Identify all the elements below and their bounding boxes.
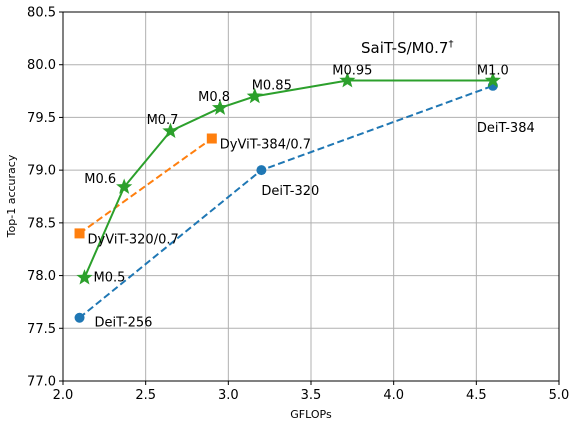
data-point-sait: [116, 178, 133, 194]
series-line-dyvit: [78, 137, 213, 235]
point-label: DeiT-320: [261, 184, 319, 199]
point-labels: DeiT-256 DeiT-320 DeiT-384 DyViT-320/0.7 DyV…: [84, 64, 534, 331]
y-tick-label: 78.0: [27, 269, 56, 284]
data-point-deit: [74, 312, 85, 323]
y-tick-label: 79.0: [27, 164, 56, 179]
grid: [62, 11, 560, 382]
point-label: DeiT-256: [95, 316, 153, 331]
data-point-sait: [484, 72, 501, 88]
y-tick-label: 78.5: [27, 216, 56, 231]
x-tick-label: 4.5: [466, 388, 487, 403]
series-layer: [74, 72, 501, 323]
point-label: M0.8: [198, 90, 230, 105]
point-label: M0.6: [84, 172, 116, 187]
data-point-deit: [256, 165, 267, 176]
ticks: 2.0 2.5 3.0 3.5 4.0 4.5 5.0 77.0 77.5 78.0 78.5 79.…: [27, 6, 569, 404]
point-label: M0.85: [252, 78, 292, 93]
y-tick-label: 77.0: [27, 375, 56, 390]
point-label: M0.95: [332, 64, 372, 79]
data-point-sait: [162, 122, 179, 139]
x-tick-label: 5.0: [549, 388, 569, 403]
y-tick-label: 80.5: [27, 6, 56, 21]
x-axis-label: GFLOPs: [290, 408, 332, 421]
point-label: M0.7: [147, 113, 179, 128]
main-annotation-sup: †: [448, 39, 453, 50]
main-annotation: SaiT-S/M0.7†: [361, 39, 453, 57]
x-tick-label: 4.0: [383, 388, 404, 403]
point-label: DyViT-320/0.7: [88, 232, 179, 247]
main-annotation-text: SaiT-S/M0.7: [361, 39, 448, 57]
data-point-dyvit: [206, 133, 217, 144]
x-tick-label: 2.0: [53, 388, 74, 403]
x-tick-label: 2.5: [135, 388, 156, 403]
point-label: DyViT-384/0.7: [220, 138, 311, 153]
y-tick-label: 79.5: [27, 111, 56, 126]
series-line-deit: [78, 84, 494, 319]
y-axis-label: Top-1 accuracy: [5, 154, 18, 238]
data-point-sait: [339, 72, 356, 88]
y-tick-label: 77.5: [27, 322, 56, 337]
data-point-sait: [76, 269, 93, 285]
point-label: M1.0: [477, 64, 509, 79]
point-label: DeiT-384: [477, 121, 535, 136]
data-point-dyvit: [74, 228, 85, 239]
point-label: M0.5: [93, 271, 125, 286]
y-tick-label: 80.0: [27, 58, 56, 73]
x-tick-label: 3.5: [301, 388, 322, 403]
data-point-sait: [246, 87, 263, 104]
x-tick-label: 3.0: [218, 388, 239, 403]
data-point-sait: [211, 99, 229, 115]
